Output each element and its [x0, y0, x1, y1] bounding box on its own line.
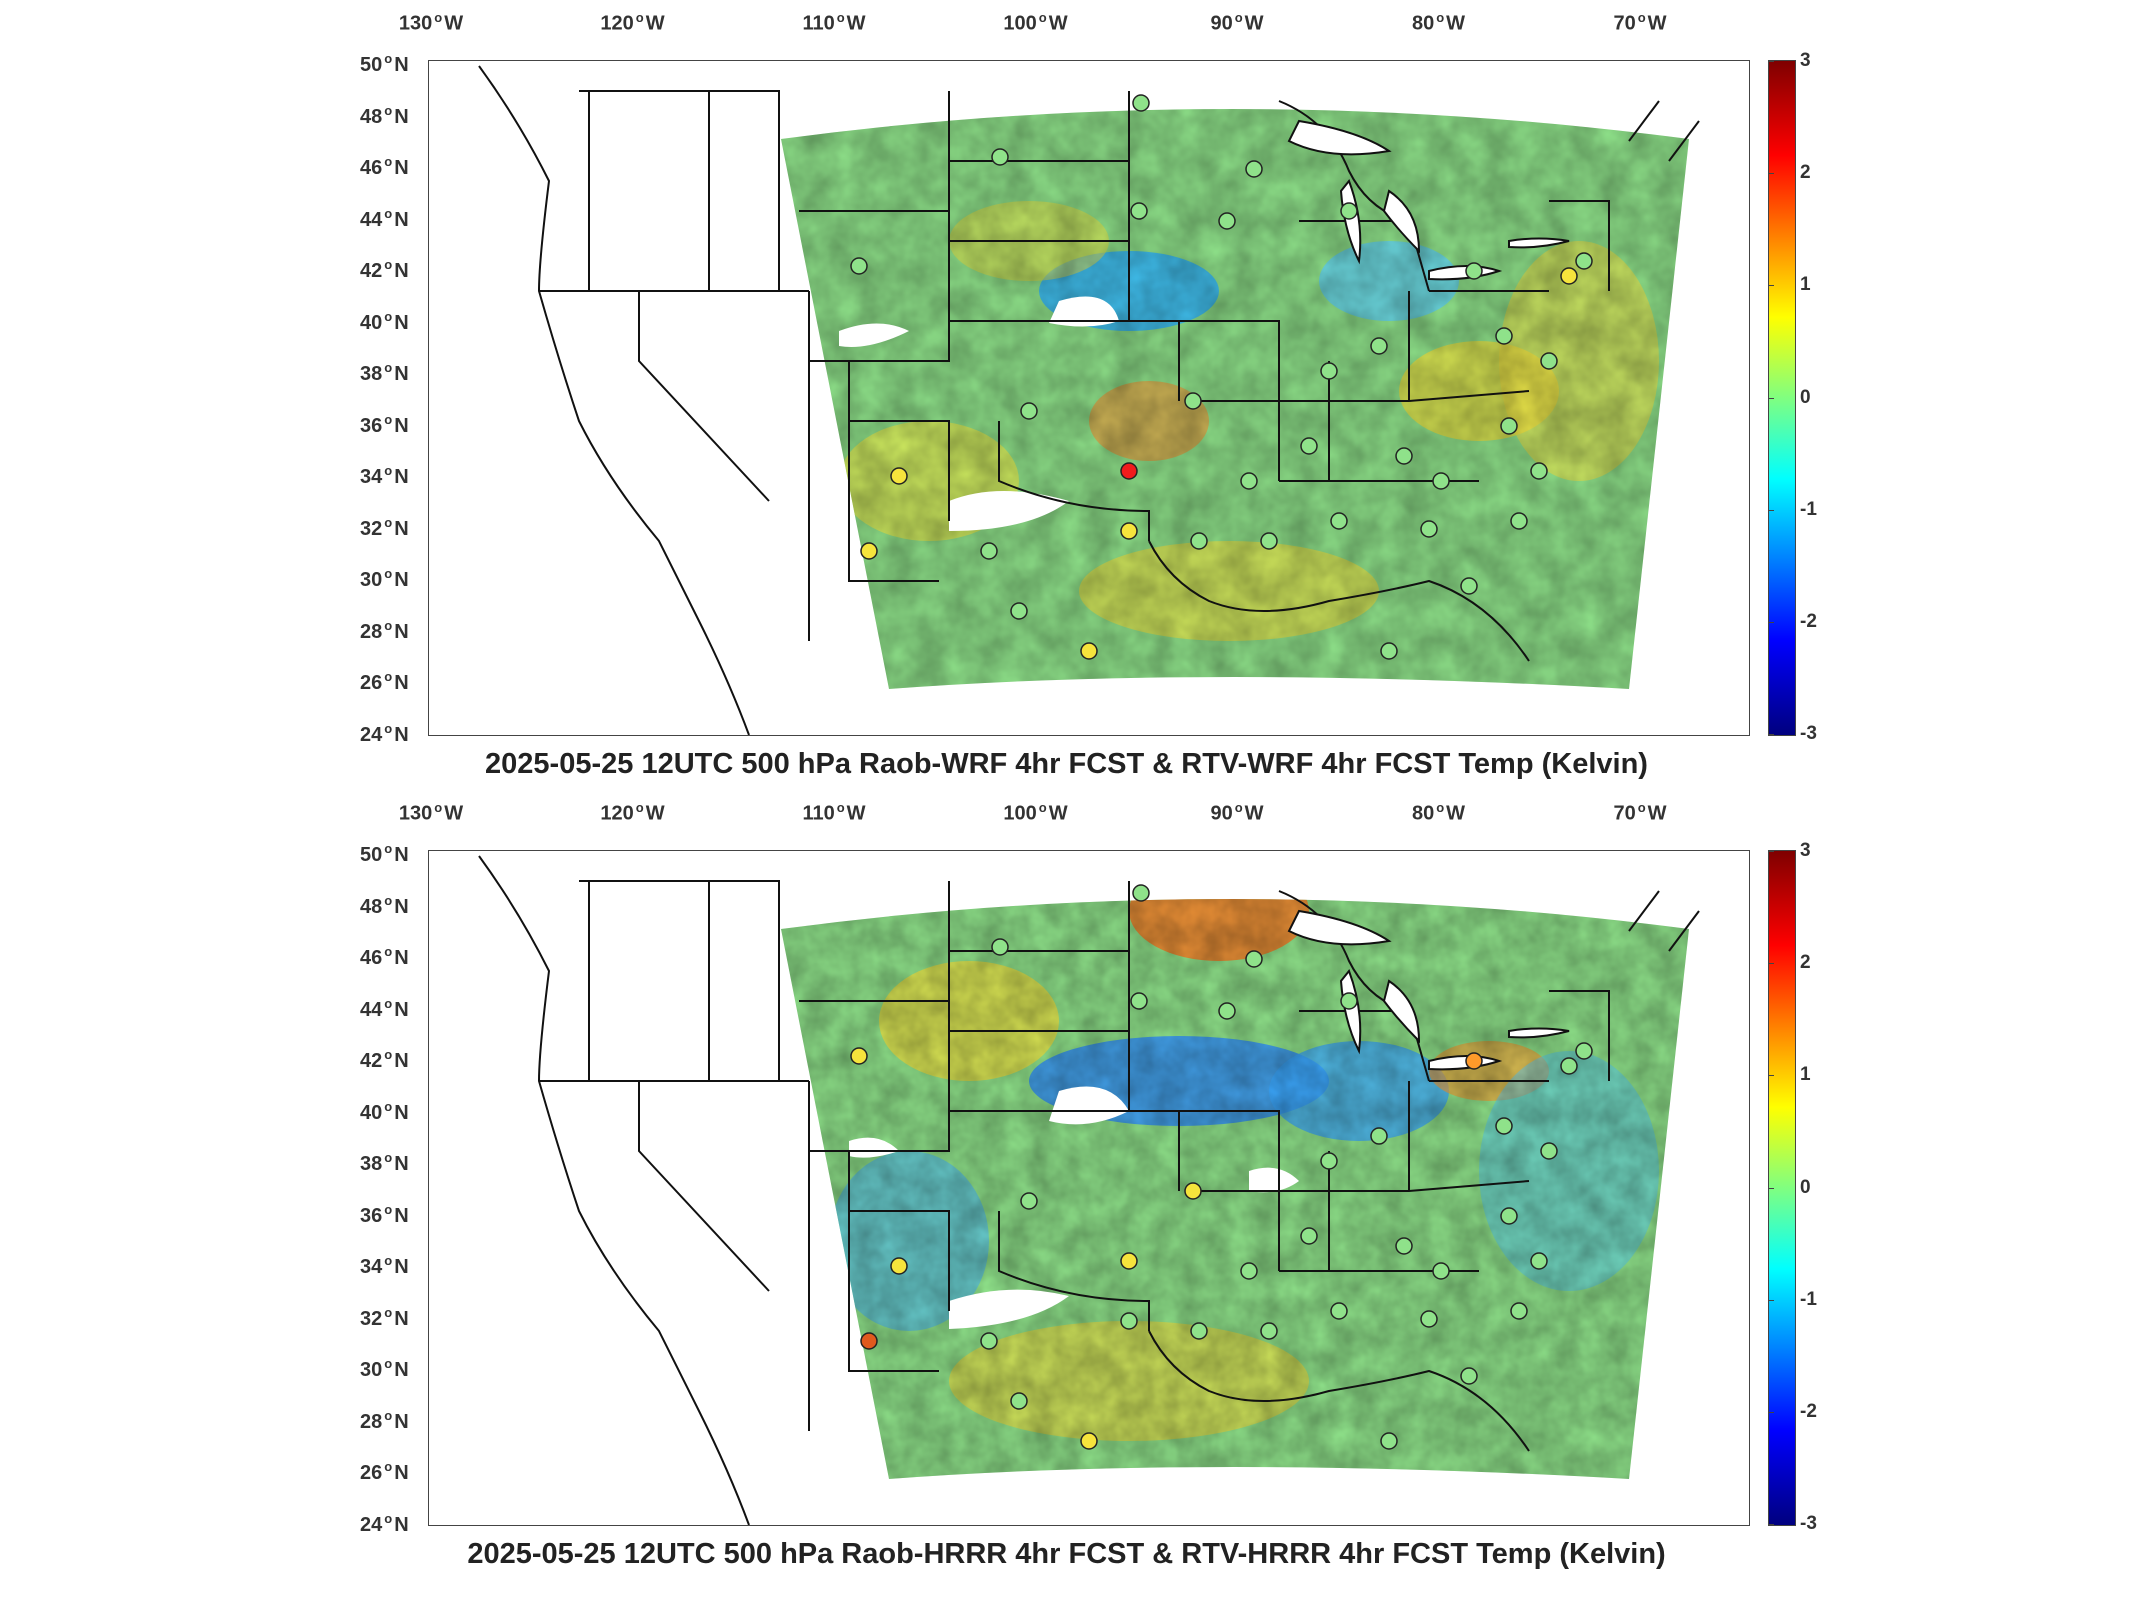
latitude-label: 30 o N — [360, 566, 409, 592]
longitude-label: 80 o W — [1411, 800, 1466, 825]
map-area — [428, 60, 1750, 736]
latitude-label: 28 o N — [360, 618, 409, 643]
colorbar-tick-label: 0 — [1800, 386, 1811, 408]
latitude-label: 26 o N — [360, 1459, 409, 1485]
longitude-label: 120 o W — [600, 800, 665, 825]
temperature-field — [781, 899, 1689, 1479]
latitude-label: 32 o N — [360, 1305, 409, 1330]
latitude-label: 32 o N — [360, 515, 409, 540]
latitude-label: 48 o N — [360, 892, 409, 918]
colorbar-tick-label: 2 — [1800, 952, 1811, 974]
latitude-label: 30 o N — [360, 1356, 409, 1382]
latitude-label: 26 o N — [360, 669, 409, 695]
colorbar-tick-label: 2 — [1800, 162, 1811, 184]
colorbar-tick-mark — [1768, 61, 1774, 62]
latitude-label: 42 o N — [360, 257, 409, 282]
longitude-label: 90 o W — [1210, 800, 1264, 825]
longitude-label: 110 o W — [802, 800, 866, 825]
colorbar-tick-mark — [1768, 734, 1774, 735]
latitude-label: 50 o N — [360, 51, 409, 76]
colorbar-tick-mark — [1768, 285, 1774, 287]
colorbar-tick-label: 1 — [1800, 274, 1811, 296]
latitude-label: 48 o N — [360, 102, 409, 128]
colorbar-tick-mark — [1768, 1524, 1774, 1525]
great-lakes — [1287, 119, 1570, 281]
colorbar-tick-label: -2 — [1800, 1400, 1817, 1422]
longitude-label: 70 o W — [1613, 800, 1667, 825]
latitude-label: 50 o N — [360, 841, 409, 866]
colorbar-tick-label: -3 — [1800, 723, 1817, 744]
latitude-label: 44 o N — [360, 995, 409, 1021]
longitude-label: 70 o W — [1613, 10, 1667, 35]
colorbar-tick-label: -1 — [1800, 1288, 1817, 1310]
longitude-label: 110 o W — [802, 10, 866, 35]
colorbar-tick-mark — [1768, 397, 1774, 399]
longitude-label: 100 o W — [1003, 10, 1068, 35]
latitude-label: 24 o N — [360, 1511, 409, 1536]
longitude-label: 100 o W — [1003, 800, 1068, 825]
colorbar-tick-mark — [1768, 1187, 1774, 1189]
latitude-label: 34 o N — [360, 463, 409, 489]
colorbar-tick-mark — [1768, 621, 1774, 623]
colorbar-tick-mark — [1768, 1299, 1774, 1301]
colorbar-tick-mark — [1768, 963, 1774, 965]
colorbar-tick-label: -1 — [1800, 498, 1817, 520]
latitude-label: 34 o N — [360, 1253, 409, 1279]
latitude-label: 40 o N — [360, 1098, 409, 1124]
map-svg — [478, 65, 1700, 735]
map-area — [428, 850, 1750, 1526]
colorbar-tick-mark — [1768, 1411, 1774, 1413]
latitude-label: 46 o N — [360, 944, 409, 969]
map-svg — [478, 855, 1700, 1525]
colorbar-tick-mark — [1768, 1075, 1774, 1077]
colorbar-tick-label: 0 — [1800, 1176, 1811, 1198]
longitude-label: 130 o W — [398, 10, 464, 35]
colorbar-tick-mark — [1768, 509, 1774, 511]
raob-stations — [850, 94, 1593, 660]
latitude-label: 38 o N — [360, 360, 409, 386]
latitude-label: 42 o N — [360, 1047, 409, 1072]
colorbar-tick-label: -3 — [1800, 1513, 1817, 1534]
latitude-label: 38 o N — [360, 1150, 409, 1176]
great-lakes — [1287, 909, 1570, 1071]
latitude-label: 46 o N — [360, 154, 409, 179]
latitude-label: 36 o N — [360, 1201, 409, 1227]
colorbar-tick-label: 3 — [1800, 840, 1811, 861]
panel-title: 2025-05-25 12UTC 500 hPa Raob-WRF 4hr FC… — [485, 748, 1648, 780]
state-boundaries — [478, 855, 1700, 1525]
latitude-label: 40 o N — [360, 308, 409, 334]
temperature-field — [781, 109, 1689, 689]
panel-title: 2025-05-25 12UTC 500 hPa Raob-HRRR 4hr F… — [467, 1538, 1666, 1570]
map-panel-hrrr: 130 o W 120 o W 110 o W 100 o W 90 o W 80 o W 70 o W 50 o N 48 o… — [0, 790, 2133, 1600]
colorbar-tick-mark — [1768, 851, 1774, 852]
map-panel-wrf: 130 o W 120 o W 110 o W 100 o W 90 o W 80 o W 70 o W 50 o N 48 o… — [360, 10, 1817, 780]
latitude-label: 28 o N — [360, 1408, 409, 1433]
latitude-label: 36 o N — [360, 411, 409, 437]
latitude-label: 24 o N — [360, 721, 409, 746]
longitude-label: 120 o W — [600, 10, 665, 35]
longitude-label: 90 o W — [1210, 10, 1264, 35]
colorbar-tick-label: -2 — [1800, 610, 1817, 632]
colorbar-tick-mark — [1768, 173, 1774, 175]
latitude-label: 44 o N — [360, 205, 409, 231]
raob-stations — [850, 884, 1593, 1450]
longitude-label: 80 o W — [1411, 10, 1466, 35]
colorbar-tick-label: 3 — [1800, 50, 1811, 71]
colorbar-tick-label: 1 — [1800, 1064, 1811, 1086]
longitude-label: 130 o W — [398, 800, 464, 825]
